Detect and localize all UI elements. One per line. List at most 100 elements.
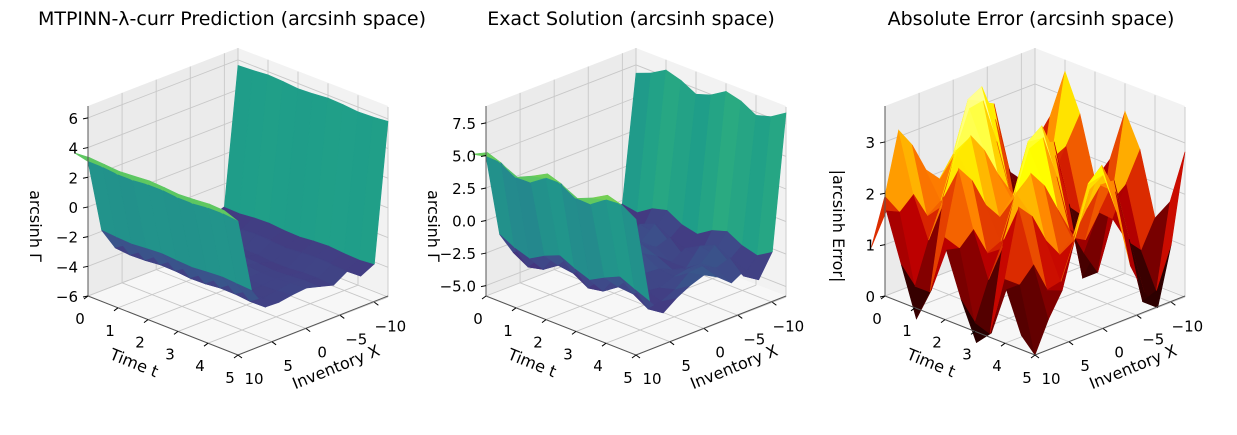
tick-mark — [480, 252, 487, 255]
tick-label-t: 3 — [563, 345, 573, 363]
tick-label-z: −4 — [56, 258, 78, 276]
tick-mark — [970, 330, 976, 335]
tick-label-x: 5 — [283, 357, 293, 375]
tick-label-z: −5.0 — [440, 278, 476, 296]
tick-mark — [571, 330, 577, 335]
z-axis-label: arcsinh Γ — [26, 190, 45, 262]
surface-plot — [74, 65, 389, 308]
tick-label-t: 5 — [623, 369, 633, 387]
tick-label-x: −5 — [743, 330, 765, 348]
chart-title: MTPINN-λ-curr Prediction (arcsinh space) — [38, 8, 426, 30]
tick-label-x: 5 — [1080, 357, 1090, 375]
tick-mark — [737, 315, 743, 319]
tick-mark — [879, 295, 886, 298]
axis-ticks: 0 1 2 3 4 5 10 5 0 −5 −10 0 1 2 3 — [865, 134, 1203, 388]
surface-patch — [359, 116, 389, 265]
tick-label-x: −5 — [1142, 330, 1164, 348]
tick-mark — [480, 220, 487, 223]
tick-label-t: 1 — [105, 322, 115, 340]
tick-mark — [1068, 341, 1074, 346]
surface-patch — [757, 112, 787, 256]
tick-label-z: 2 — [865, 185, 875, 203]
tick-label-z: −2.5 — [440, 245, 476, 263]
axis-edge-x — [1034, 295, 1186, 356]
tick-label-z: 5.0 — [452, 147, 476, 165]
tick-mark — [480, 285, 487, 288]
tick-mark — [82, 265, 89, 268]
panel-prediction: MTPINN-λ-curr Prediction (arcsinh space)… — [26, 8, 426, 393]
tick-label-x: −10 — [375, 317, 407, 335]
x-axis-label: Time t — [903, 344, 958, 381]
axis-ticks: 0 1 2 3 4 5 10 5 0 −5 −10 −5.0 −2.5 0.0 2.5 5.0 7.5 — [440, 115, 805, 388]
tick-mark — [82, 147, 89, 150]
x-axis-label: Time t — [504, 344, 559, 381]
tick-label-x: 0 — [1114, 344, 1124, 362]
tick-mark — [82, 236, 89, 239]
tick-mark — [481, 295, 487, 300]
tick-mark — [305, 328, 311, 333]
axis-edge-t — [485, 295, 637, 356]
tick-mark — [1030, 354, 1036, 359]
tick-mark — [703, 328, 709, 333]
tick-label-x: 0 — [715, 344, 725, 362]
tick-label-t: 4 — [195, 357, 205, 375]
tick-label-t: 5 — [225, 369, 235, 387]
tick-mark — [143, 319, 149, 324]
tick-mark — [203, 342, 209, 347]
tick-label-t: 2 — [932, 334, 942, 352]
tick-label-x: 0 — [317, 344, 327, 362]
z-axis-label: |arcsinh Error| — [829, 170, 848, 283]
surface-plot — [472, 69, 787, 314]
tick-label-z: 0.0 — [452, 213, 476, 231]
tick-label-x: 5 — [681, 357, 691, 375]
tick-mark — [635, 354, 641, 359]
tick-label-x: −5 — [345, 330, 367, 348]
tick-mark — [631, 354, 637, 359]
grid-line — [884, 83, 1186, 144]
tick-label-t: 3 — [962, 345, 972, 363]
tick-label-x: −10 — [1172, 317, 1204, 335]
tick-label-z: −6 — [56, 288, 78, 306]
tick-label-t: 5 — [1022, 369, 1032, 387]
tick-label-x: −10 — [773, 317, 805, 335]
tick-label-t: 3 — [165, 345, 175, 363]
tick-mark — [541, 319, 547, 324]
tick-mark — [82, 295, 89, 298]
tick-mark — [1102, 328, 1108, 333]
y-axis-label: Inventory X — [1087, 341, 1180, 393]
chart-title: Absolute Error (arcsinh space) — [888, 8, 1175, 30]
tick-label-x: 10 — [642, 370, 661, 388]
panel-exact: Exact Solution (arcsinh space) 0 1 2 3 4 5 10 5… — [424, 8, 804, 393]
tick-mark — [480, 154, 487, 157]
surface-patch — [1156, 151, 1186, 291]
axis-edge-x — [635, 295, 787, 356]
axis-ticks: 0 1 2 3 4 5 10 5 0 −5 −10 −6 −4 −2 0 2 4 6 — [56, 110, 406, 388]
tick-mark — [173, 330, 179, 335]
tick-mark — [82, 117, 89, 120]
grid-line — [519, 282, 671, 343]
tick-mark — [339, 315, 345, 319]
tick-mark — [113, 307, 119, 312]
grid-line — [121, 282, 273, 343]
tick-label-t: 0 — [75, 310, 85, 328]
grid-line — [605, 284, 757, 344]
tick-mark — [374, 301, 379, 306]
tick-mark — [879, 244, 886, 247]
surface-plot — [871, 71, 1186, 357]
tick-label-t: 1 — [503, 322, 513, 340]
tick-mark — [1000, 342, 1006, 347]
tick-mark — [601, 342, 607, 347]
grid-line — [87, 59, 389, 120]
chart-title: Exact Solution (arcsinh space) — [487, 8, 775, 30]
tick-mark — [233, 354, 239, 359]
tick-label-t: 0 — [872, 310, 882, 328]
tick-mark — [940, 319, 946, 324]
x-axis-label: Time t — [106, 344, 161, 381]
tick-mark — [879, 192, 886, 195]
tick-label-z: 2 — [68, 169, 78, 187]
tick-mark — [511, 307, 517, 312]
axis-edges — [884, 106, 1186, 356]
axis-edges — [485, 106, 787, 356]
